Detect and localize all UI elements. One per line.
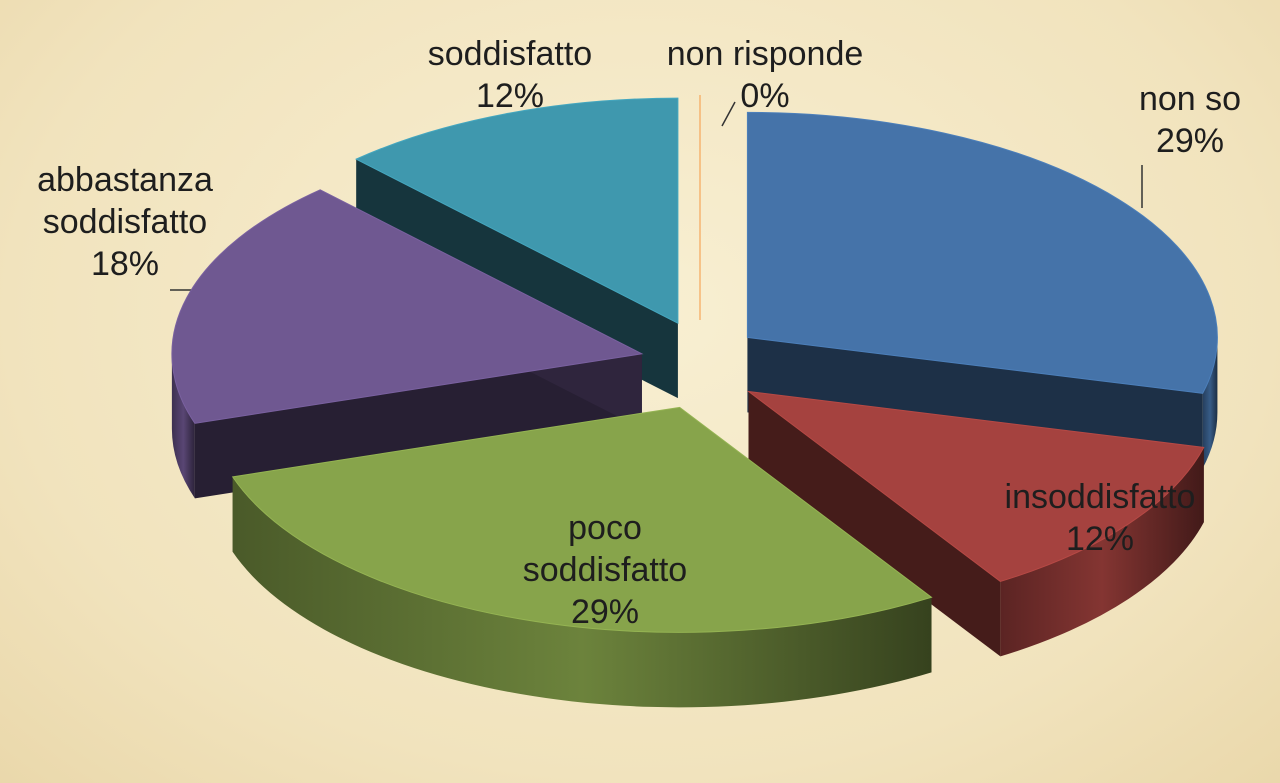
value-label: 29% bbox=[1155, 122, 1225, 160]
leader-lines bbox=[170, 101, 1143, 291]
slice-wall bbox=[1000, 447, 1204, 657]
data-label: insoddisfatto 12% bbox=[970, 476, 1230, 560]
slice-top bbox=[231, 406, 933, 633]
category-label: non so bbox=[1138, 80, 1242, 118]
value-label: 29% bbox=[570, 593, 640, 631]
category-label: poco soddisfatto bbox=[522, 509, 688, 589]
pie-slice bbox=[231, 406, 933, 708]
category-label: abbastanza soddisfatto bbox=[37, 161, 213, 241]
leader-line bbox=[721, 101, 736, 127]
data-label: soddisfatto 12% bbox=[390, 33, 630, 117]
category-label: non risponde bbox=[666, 35, 864, 73]
category-label: soddisfatto bbox=[427, 35, 593, 73]
data-label: non so 29% bbox=[1090, 78, 1280, 162]
slice-wall bbox=[1202, 337, 1218, 469]
slice-top bbox=[746, 390, 1205, 582]
slice-top bbox=[746, 111, 1218, 394]
value-label: 12% bbox=[475, 77, 545, 115]
slice-side bbox=[194, 353, 642, 499]
pie-slice bbox=[171, 189, 644, 499]
value-label: 18% bbox=[90, 245, 160, 283]
value-label: 12% bbox=[1065, 520, 1135, 558]
value-label: 0% bbox=[740, 77, 790, 115]
data-label: non risponde 0% bbox=[625, 33, 905, 117]
pie bbox=[171, 95, 1218, 708]
slice-wall bbox=[232, 476, 932, 708]
data-label: poco soddisfatto 29% bbox=[490, 507, 720, 633]
slice-top bbox=[355, 97, 679, 324]
data-label: abbastanza soddisfatto 18% bbox=[0, 159, 250, 285]
pie-slice bbox=[746, 390, 1205, 657]
slice-side bbox=[748, 391, 1001, 657]
category-label: insoddisfatto bbox=[1004, 478, 1196, 516]
slice-top bbox=[171, 189, 644, 424]
